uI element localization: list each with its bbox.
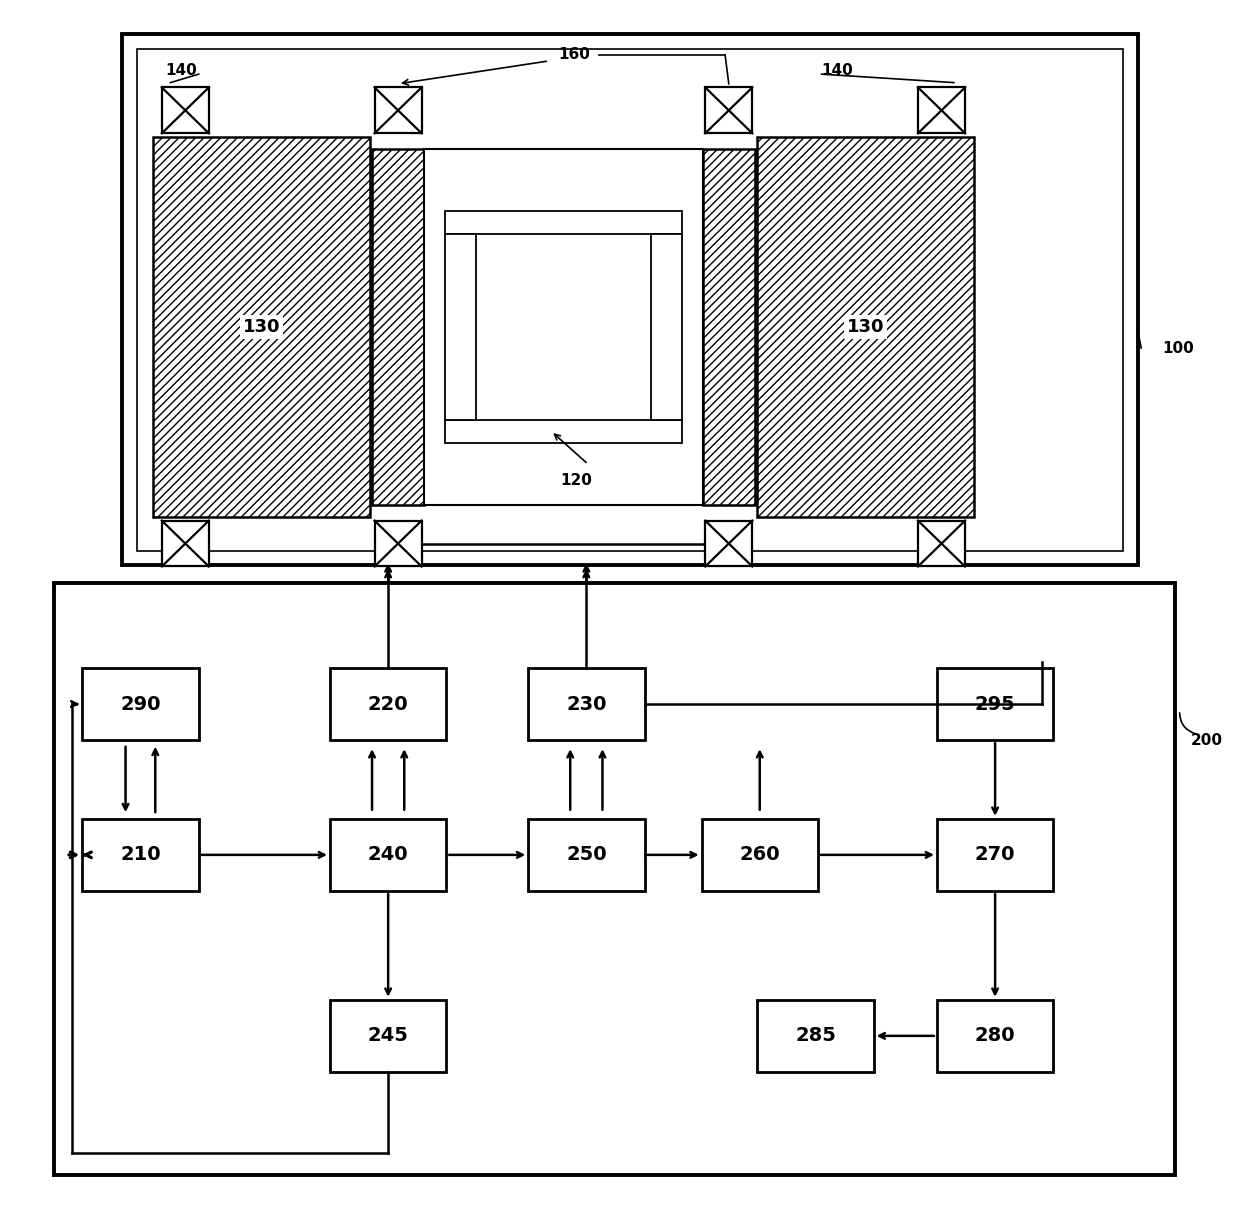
- Bar: [330, 819, 446, 891]
- Bar: [703, 149, 754, 505]
- Bar: [529, 668, 645, 740]
- Bar: [153, 137, 369, 518]
- Bar: [54, 583, 1175, 1175]
- Bar: [445, 234, 476, 419]
- Bar: [162, 87, 208, 134]
- Text: 245: 245: [368, 1027, 409, 1045]
- Text: 285: 285: [796, 1027, 835, 1045]
- Bar: [162, 520, 208, 566]
- Text: 140: 140: [165, 63, 197, 78]
- Bar: [918, 87, 965, 134]
- Text: 295: 295: [975, 695, 1015, 713]
- Bar: [936, 668, 1054, 740]
- Text: 140: 140: [822, 63, 853, 78]
- Bar: [918, 520, 965, 566]
- Bar: [936, 819, 1054, 891]
- Text: 280: 280: [975, 1027, 1015, 1045]
- Text: 250: 250: [566, 846, 606, 864]
- Bar: [702, 819, 818, 891]
- Text: 130: 130: [242, 318, 279, 337]
- Text: 220: 220: [368, 695, 409, 713]
- Bar: [706, 520, 752, 566]
- Text: 100: 100: [1162, 340, 1195, 356]
- Text: 200: 200: [1191, 733, 1223, 747]
- Text: 160: 160: [557, 47, 590, 62]
- Bar: [374, 520, 421, 566]
- Bar: [82, 819, 198, 891]
- Bar: [445, 211, 682, 234]
- Text: 270: 270: [975, 846, 1015, 864]
- Bar: [137, 49, 1122, 550]
- Bar: [330, 668, 446, 740]
- Bar: [529, 819, 645, 891]
- Text: 240: 240: [368, 846, 409, 864]
- Bar: [757, 1000, 874, 1072]
- Bar: [374, 87, 421, 134]
- Bar: [424, 149, 703, 505]
- Bar: [445, 419, 682, 442]
- Bar: [330, 1000, 446, 1072]
- Bar: [122, 34, 1137, 565]
- Text: 210: 210: [120, 846, 161, 864]
- Bar: [936, 1000, 1054, 1072]
- Text: 260: 260: [739, 846, 781, 864]
- Bar: [651, 234, 682, 419]
- Text: 290: 290: [120, 695, 161, 713]
- Bar: [82, 668, 198, 740]
- Text: 130: 130: [847, 318, 884, 337]
- Bar: [372, 149, 424, 505]
- Bar: [757, 137, 974, 518]
- Text: 120: 120: [560, 473, 592, 487]
- Text: 230: 230: [566, 695, 606, 713]
- Bar: [706, 87, 752, 134]
